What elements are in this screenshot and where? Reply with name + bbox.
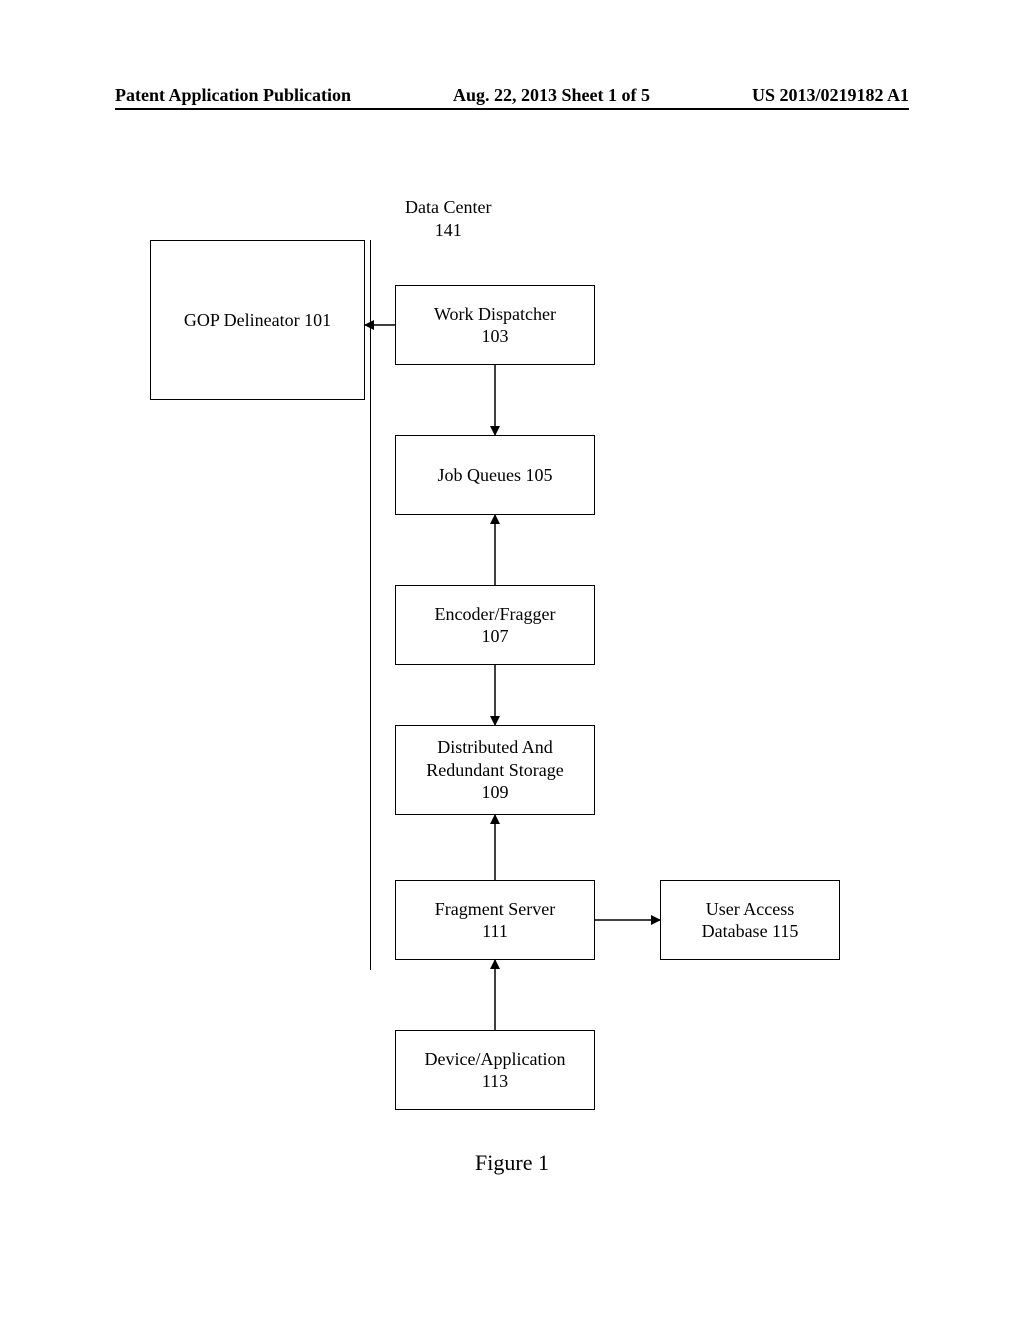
figure-1-diagram: Data Center 141 GOP Delineator 101 Work … (0, 180, 1024, 1180)
node-work-dispatcher: Work Dispatcher 103 (395, 285, 595, 365)
node-label: Device/Application (425, 1048, 566, 1071)
node-sublabel: 109 (482, 781, 509, 804)
node-user-access-database: User Access Database 115 (660, 880, 840, 960)
header-right: US 2013/0219182 A1 (752, 85, 909, 106)
node-label: Job Queues 105 (438, 464, 553, 487)
header-center: Aug. 22, 2013 Sheet 1 of 5 (453, 85, 650, 106)
node-distributed-redundant-storage: Distributed And Redundant Storage 109 (395, 725, 595, 815)
node-label-l1: Distributed And (437, 736, 553, 759)
datacenter-label-line2: 141 (435, 220, 462, 240)
node-encoder-fragger: Encoder/Fragger 107 (395, 585, 595, 665)
node-label: Fragment Server (435, 898, 555, 921)
node-fragment-server: Fragment Server 111 (395, 880, 595, 960)
node-sublabel: 103 (482, 325, 509, 348)
header-rule (115, 108, 909, 110)
datacenter-label-line1: Data Center (405, 197, 491, 217)
datacenter-label: Data Center 141 (405, 196, 491, 241)
node-gop-delineator: GOP Delineator 101 (150, 240, 365, 400)
node-label: Encoder/Fragger (435, 603, 556, 626)
node-label: Work Dispatcher (434, 303, 556, 326)
node-label-l2: Redundant Storage (426, 759, 563, 782)
figure-caption: Figure 1 (0, 1150, 1024, 1176)
header-left: Patent Application Publication (115, 85, 351, 106)
node-job-queues: Job Queues 105 (395, 435, 595, 515)
page-header: Patent Application Publication Aug. 22, … (0, 85, 1024, 106)
node-sublabel: 111 (482, 920, 508, 943)
node-label: GOP Delineator 101 (184, 309, 331, 332)
datacenter-boundary-bar (370, 240, 371, 970)
node-device-application: Device/Application 113 (395, 1030, 595, 1110)
node-label: User Access (706, 898, 794, 921)
node-sublabel: 107 (482, 625, 509, 648)
node-sublabel: 113 (482, 1070, 508, 1093)
node-sublabel: Database 115 (702, 920, 799, 943)
